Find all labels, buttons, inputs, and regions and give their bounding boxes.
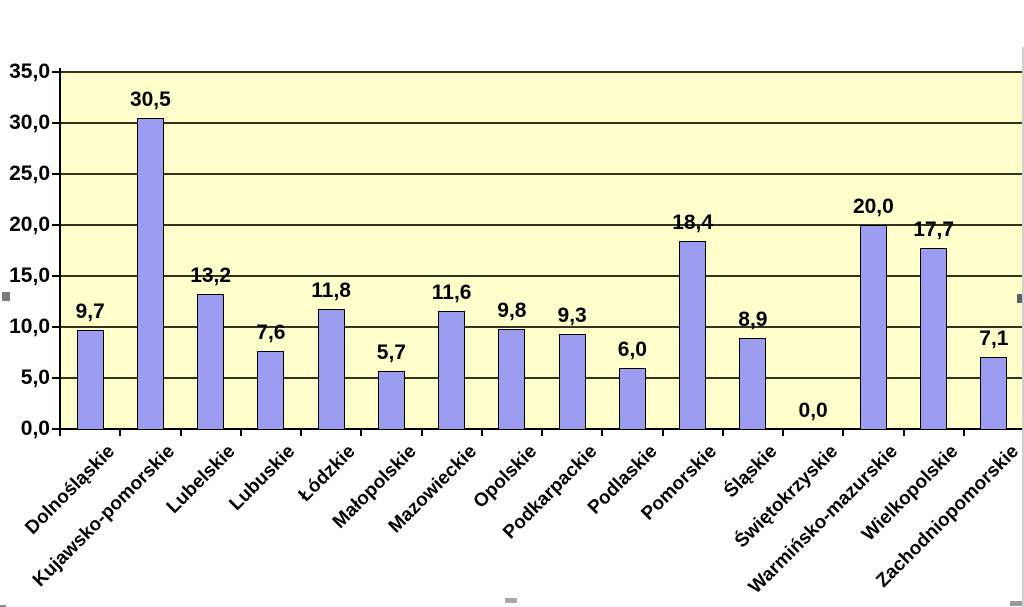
x-axis-tick [360,430,363,436]
bar-value-label: 7,6 [256,321,286,345]
x-axis-tick [541,430,543,436]
x-axis-tick [239,430,242,436]
selection-handle-left[interactable] [2,292,10,301]
y-axis-tick [52,224,60,226]
y-tick-label: 0,0 [20,417,50,440]
y-axis-tick [52,326,60,328]
y-axis-tick [52,173,60,175]
selection-handle-bottom-right[interactable] [1010,601,1023,606]
gridline [60,122,1024,124]
x-axis-tick [59,430,61,436]
y-tick-label: 15,0 [9,264,50,287]
bar[interactable] [257,351,285,429]
y-tick-label: 35,0 [9,60,50,83]
y-tick-label: 10,0 [9,315,50,338]
y-axis-line [59,68,61,429]
bar-value-label: 18,4 [672,211,714,235]
selection-handle-bottom[interactable] [505,598,517,603]
bar-value-label: 30,5 [129,87,171,111]
bar[interactable] [859,225,887,429]
x-axis-tick [420,430,423,436]
y-tick-label: 20,0 [9,213,50,236]
y-axis-tick [52,122,60,124]
category-label: Świętokrzyskie [730,441,842,553]
y-tick-label: 30,0 [9,111,50,134]
x-axis-tick [782,430,784,436]
bar[interactable] [679,241,707,429]
bar[interactable] [980,356,1008,429]
x-axis-tick [480,430,483,436]
x-axis-tick [661,430,664,436]
gridline [60,326,1024,328]
bar-value-label: 13,2 [190,264,232,288]
gridline [60,224,1024,226]
bar[interactable] [739,338,767,429]
x-axis-tick [300,430,302,436]
x-axis-tick [721,430,724,436]
y-tick-label: 5,0 [20,366,50,389]
bar-value-label: 11,8 [311,278,351,302]
bar-value-label: 6,0 [617,337,647,361]
bar[interactable] [197,294,225,429]
bar[interactable] [377,370,405,429]
bar-value-label: 8,9 [738,308,768,332]
y-axis-tick [52,428,60,430]
bar[interactable] [498,329,526,429]
bar-value-label: 5,7 [376,340,406,364]
gridline [60,71,1024,73]
bar-value-label: 7,1 [979,326,1009,350]
gridline [60,275,1024,277]
x-axis-tick [179,430,182,436]
x-axis-tick [902,430,905,436]
bar-value-label: 0,0 [798,399,828,422]
gridline [60,173,1024,175]
y-axis-tick [52,71,60,73]
y-axis-tick [52,377,60,379]
window-edge [1022,47,1024,607]
x-axis-tick [962,430,965,436]
bar-value-label: 11,6 [431,280,472,304]
category-label: Lubuskie [225,441,300,515]
bar-value-label: 9,3 [557,304,587,328]
x-axis-tick [842,430,845,436]
bar[interactable] [438,310,466,429]
bar[interactable] [920,248,948,429]
x-axis-tick [119,430,122,436]
y-axis-tick [52,275,60,277]
bar-value-label: 20,0 [852,195,894,218]
bar[interactable] [76,330,104,429]
y-tick-label: 25,0 [9,162,50,185]
bar-value-label: 17,7 [913,218,955,242]
bar[interactable] [136,117,164,429]
bar[interactable] [558,334,586,429]
selection-handle-bottom-left[interactable] [0,605,6,607]
x-axis-tick [601,430,604,436]
bar[interactable] [317,308,345,429]
selection-handle-right[interactable] [1017,294,1024,303]
bar-value-label: 9,7 [75,300,105,324]
bar-value-label: 9,8 [497,299,527,323]
x-axis-line [59,428,1024,430]
gridline [60,377,1024,379]
bar[interactable] [618,367,646,429]
